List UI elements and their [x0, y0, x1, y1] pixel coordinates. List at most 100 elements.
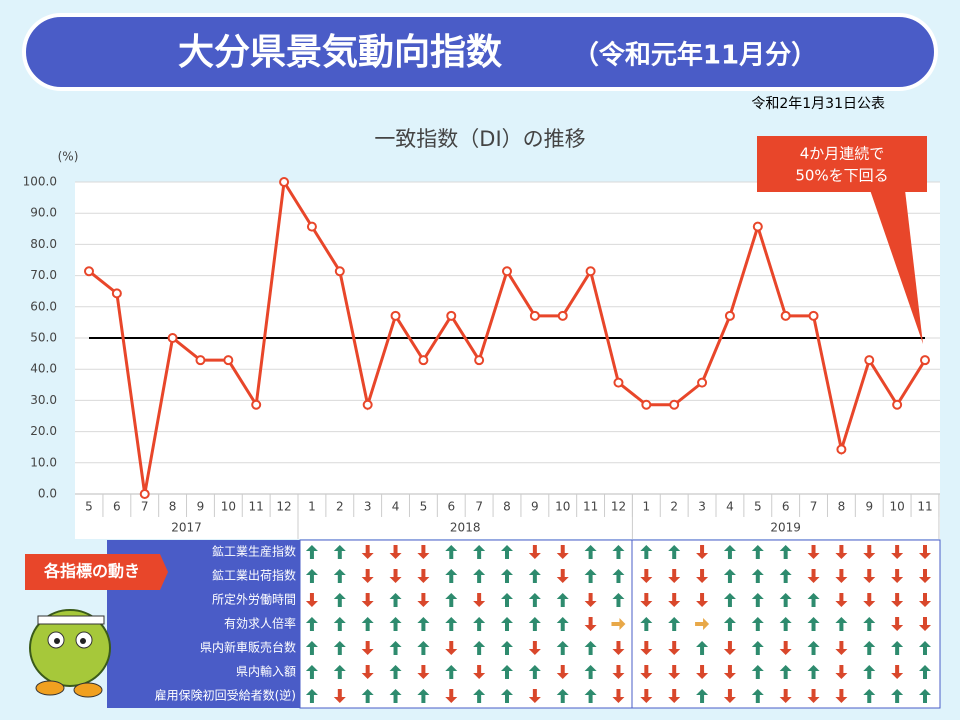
y-tick-label: 60.0	[30, 299, 57, 313]
arrow	[640, 617, 653, 631]
di-point	[920, 355, 930, 366]
arrow	[640, 665, 653, 679]
di-point	[195, 355, 206, 366]
di-point	[446, 310, 457, 321]
arrow	[723, 665, 736, 679]
arrow	[333, 665, 346, 679]
indicator-name: 鉱工業出荷指数	[212, 568, 296, 583]
x-tick-label: 8	[169, 500, 177, 514]
arrow	[556, 545, 569, 559]
arrow	[779, 617, 792, 631]
x-tick-label: 12	[276, 500, 291, 514]
arrow	[501, 593, 513, 607]
arrow	[473, 593, 486, 607]
arrow	[668, 569, 681, 583]
y-tick-label: 30.0	[30, 393, 57, 407]
y-axis-label: (%)	[58, 150, 79, 164]
arrow	[891, 593, 904, 607]
x-tick-label: 4	[726, 500, 734, 514]
arrow	[779, 593, 792, 607]
di-point	[613, 377, 624, 388]
arrow	[751, 569, 764, 583]
arrow	[612, 545, 625, 559]
arrow	[695, 618, 710, 630]
arrow	[528, 689, 541, 703]
arrow	[584, 617, 597, 631]
arrow	[389, 617, 402, 631]
y-tick-label: 10.0	[30, 455, 57, 469]
arrow	[473, 665, 486, 679]
di-point	[390, 310, 401, 321]
arrow	[863, 593, 876, 607]
di-point	[864, 355, 875, 366]
di-point	[334, 266, 345, 277]
di-point	[697, 377, 708, 388]
arrow	[445, 617, 458, 631]
arrow	[696, 545, 709, 559]
arrow	[333, 545, 346, 559]
arrow	[473, 569, 486, 583]
arrow	[305, 569, 318, 583]
di-point	[752, 221, 763, 232]
x-tick-label: 4	[392, 500, 400, 514]
arrow	[389, 545, 402, 559]
arrow	[361, 665, 374, 679]
arrow	[473, 617, 486, 631]
arrow	[612, 665, 625, 679]
arrow	[668, 617, 681, 631]
x-tick-label: 1	[643, 500, 651, 514]
arrow	[361, 545, 374, 559]
arrow	[835, 641, 848, 655]
arrow	[751, 689, 764, 703]
arrow	[751, 665, 764, 679]
y-tick-label: 70.0	[30, 268, 57, 282]
arrow	[361, 593, 374, 607]
y-tick-label: 90.0	[30, 206, 57, 220]
year-label: 2018	[450, 521, 481, 535]
arrow	[584, 593, 597, 607]
arrow	[556, 593, 569, 607]
di-point	[892, 399, 903, 410]
arrow	[501, 641, 513, 655]
arrow	[417, 689, 430, 703]
y-tick-label: 20.0	[30, 424, 57, 438]
y-tick-label: 100.0	[23, 175, 57, 189]
arrow	[361, 569, 374, 583]
arrow	[305, 593, 318, 607]
arrow	[835, 593, 848, 607]
x-tick-label: 9	[197, 500, 205, 514]
arrow	[919, 545, 931, 559]
arrow	[501, 545, 513, 559]
x-tick-label: 1	[308, 500, 316, 514]
x-tick-label: 7	[475, 500, 483, 514]
di-point	[251, 399, 262, 410]
arrow	[389, 641, 402, 655]
arrow	[417, 569, 430, 583]
x-tick-label: 3	[364, 500, 372, 514]
arrow	[863, 665, 876, 679]
arrow	[835, 569, 848, 583]
arrow	[751, 545, 764, 559]
di-point	[780, 310, 791, 321]
di-point	[362, 399, 373, 410]
indicator-name: 所定外労働時間	[212, 592, 296, 607]
di-point	[557, 310, 568, 321]
di-point	[223, 355, 234, 366]
x-tick-label: 5	[420, 500, 428, 514]
arrow	[417, 545, 430, 559]
arrow	[305, 689, 318, 703]
di-point	[84, 266, 94, 277]
arrow	[528, 617, 541, 631]
arrow	[501, 665, 513, 679]
arrow	[807, 569, 820, 583]
arrow	[723, 617, 736, 631]
arrow	[779, 641, 792, 655]
arrow	[807, 665, 820, 679]
arrow	[333, 617, 346, 631]
x-tick-label: 8	[838, 500, 846, 514]
arrow	[361, 617, 374, 631]
arrow	[584, 569, 597, 583]
di-point	[418, 355, 429, 366]
arrow	[333, 689, 346, 703]
arrow	[556, 641, 569, 655]
